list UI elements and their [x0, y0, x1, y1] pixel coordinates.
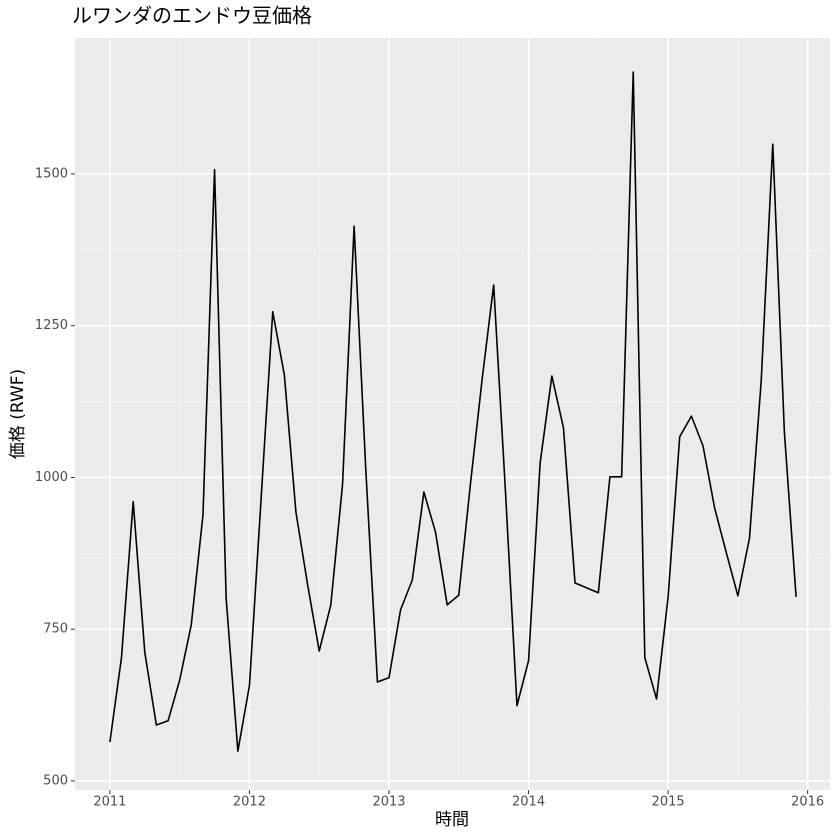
x-tick-label: 2015 — [652, 795, 685, 810]
y-tick-label: 1500 — [35, 166, 68, 181]
y-tick-label: 1250 — [35, 318, 68, 333]
line — [109, 71, 797, 752]
x-tick-label: 2014 — [512, 795, 545, 810]
x-tick-label: 2013 — [372, 795, 405, 810]
plot-panel — [75, 38, 830, 790]
y-tick-label: 1000 — [35, 470, 68, 485]
y-tick-label: 750 — [43, 622, 68, 637]
x-tick-label: 2012 — [233, 795, 266, 810]
y-axis-title: 価格 (RWF) — [8, 369, 28, 459]
chart-title: ルワンダのエンドウ豆価格 — [72, 4, 312, 28]
x-tick-label: 2016 — [791, 795, 824, 810]
x-tick-label: 2011 — [93, 795, 126, 810]
y-tick-label: 500 — [43, 773, 68, 788]
x-axis-title: 時間 — [435, 810, 469, 830]
